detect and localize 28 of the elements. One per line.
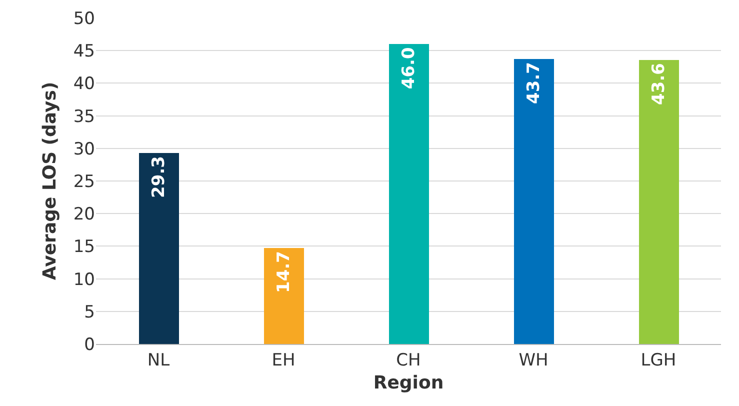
- x-tick-label: NL: [147, 350, 170, 370]
- data-label: 14.7: [274, 251, 294, 293]
- bar: [514, 59, 554, 344]
- x-axis-title: Region: [373, 372, 444, 394]
- y-tick-label: 35: [73, 106, 95, 127]
- bar: [389, 44, 429, 344]
- y-tick-label: 50: [73, 8, 95, 29]
- y-tick-label: 25: [73, 172, 95, 192]
- x-tick-label: LGH: [640, 350, 676, 370]
- y-tick-label: 0: [84, 334, 95, 355]
- y-tick-label: 5: [84, 302, 95, 322]
- x-tick-label: CH: [396, 350, 421, 370]
- bar: [639, 60, 679, 344]
- y-axis-title: Average LOS (days): [40, 82, 61, 280]
- bar: [139, 153, 179, 344]
- data-label: 29.3: [149, 156, 169, 198]
- bar: [264, 248, 304, 344]
- y-tick-label: 15: [73, 237, 95, 258]
- y-tick-label: 20: [73, 204, 95, 225]
- x-tick-label: WH: [518, 350, 548, 370]
- y-tick-label: 45: [73, 42, 95, 62]
- data-label: 43.7: [524, 62, 544, 104]
- y-tick-label: 30: [73, 139, 95, 160]
- y-tick-label: 40: [73, 74, 95, 94]
- y-tick-label: 10: [73, 270, 95, 290]
- data-label: 46.0: [399, 47, 419, 90]
- x-tick-label: EH: [272, 350, 296, 370]
- data-label: 43.6: [649, 63, 669, 105]
